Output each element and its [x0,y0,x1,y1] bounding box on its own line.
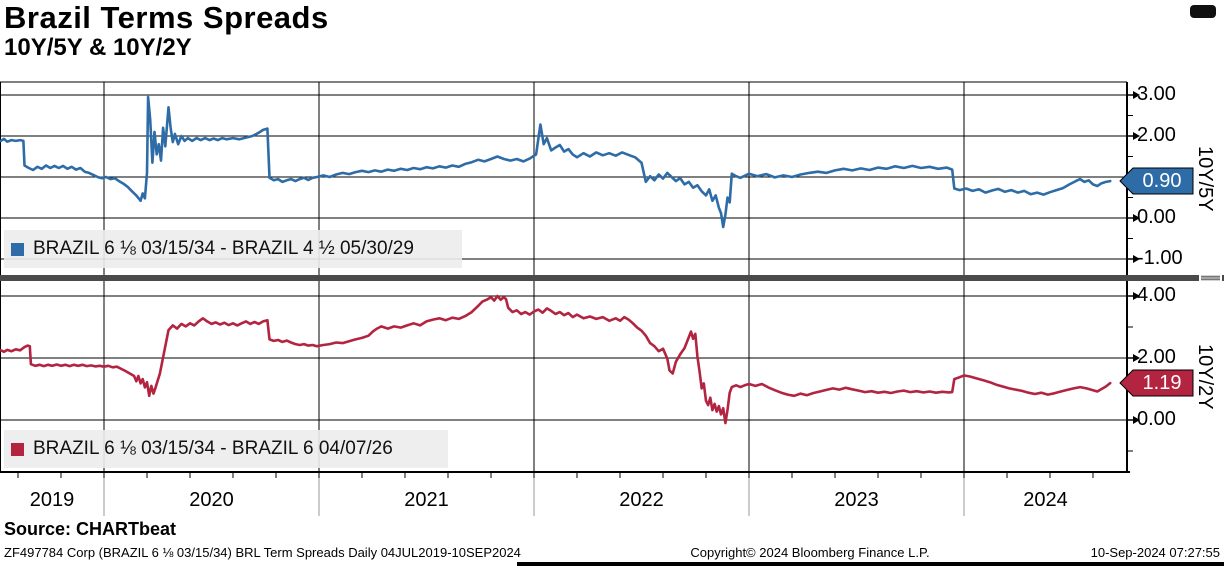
legend-label: BRAZIL 6 ⅛ 03/15/34 - BRAZIL 4 ½ 05/30/2… [33,238,414,259]
red-swatch-icon [11,442,24,456]
y-tick-label: 2.00 [1137,346,1176,368]
x-tick-label: 2021 [404,489,449,511]
tick-arrow-icon [1133,354,1140,362]
y-tick-label: 3.00 [1137,83,1176,105]
y-tick-label: 4.00 [1137,284,1176,306]
x-tick-label: 2024 [1023,489,1068,511]
footer-copyright: Copyright© 2024 Bloomberg Finance L.P. [690,545,930,560]
x-tick-label: 2019 [29,489,75,511]
tick-arrow-icon [1133,292,1140,300]
blue-swatch-icon [11,242,24,256]
legend-10y2y[interactable]: BRAZIL 6 ⅛ 03/15/34 - BRAZIL 6 04/07/26 [4,430,448,468]
y-tick-label: 0.00 [1137,206,1176,228]
last-value-badge-10y5y: 0.90 [1142,170,1182,192]
tick-arrow-icon [1133,416,1140,424]
y-tick-label: -1.00 [1137,247,1183,269]
axis-title-10y5y: 10Y/5Y [1194,145,1216,212]
tick-arrow-icon [1133,214,1140,222]
footer-security-info: ZF497784 Corp (BRAZIL 6 ⅛ 03/15/34) BRL … [4,545,521,560]
x-tick-label: 2023 [834,489,879,511]
legend-10y5y[interactable]: BRAZIL 6 ⅛ 03/15/34 - BRAZIL 4 ½ 05/30/2… [4,230,462,268]
y-tick-label: 0.00 [1137,408,1176,430]
window-menu-pill[interactable] [1190,5,1216,18]
last-value-badge-shape [1119,369,1194,397]
chart-subtitle: 10Y/5Y & 10Y/2Y [4,34,192,61]
legend-label: BRAZIL 6 ⅛ 03/15/34 - BRAZIL 6 04/07/26 [33,438,393,459]
tick-arrow-icon [1133,255,1140,263]
tick-arrow-icon [1133,132,1140,140]
last-value-badge-shape [1119,167,1194,195]
x-tick-label: 2022 [619,489,664,511]
series-line-bottom[interactable] [0,294,1112,425]
tick-arrow-icon [1133,91,1140,99]
series-line-top[interactable] [0,95,1112,229]
page-title: Brazil Terms Spreads [4,0,329,35]
axis-title-10y2y: 10Y/2Y [1194,343,1216,410]
y-tick-label: 2.00 [1137,124,1176,146]
taskbar-strip [517,562,1224,566]
source-line: Source: CHARTbeat [4,519,177,539]
panel-divider[interactable] [0,275,1224,281]
last-value-badge-10y2y: 1.19 [1142,372,1182,394]
footer-timestamp: 10-Sep-2024 07:27:55 [1090,545,1220,560]
x-tick-label: 2020 [189,489,234,511]
